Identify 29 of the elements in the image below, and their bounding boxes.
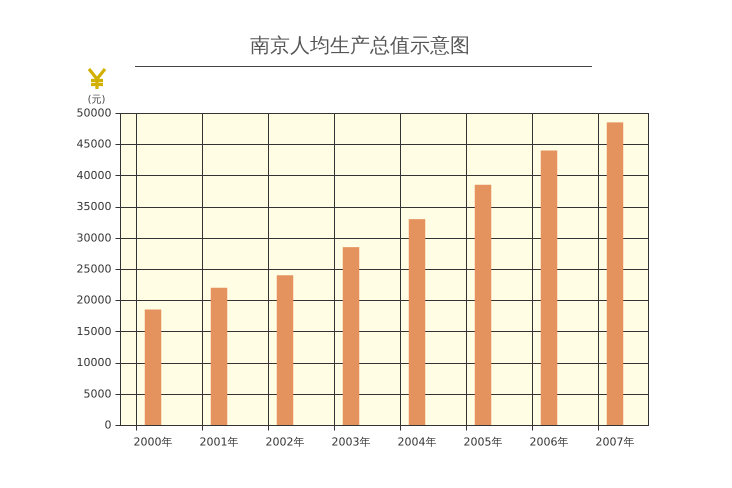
x-tick-label: 2001年 [200,436,238,448]
x-tick-label: 2004年 [398,436,436,448]
y-tick-label: 25000 [76,262,112,276]
x-tick-label: 2007年 [596,436,634,448]
bar [540,150,558,425]
bar [606,122,624,425]
x-tick-label: 2002年 [266,436,304,448]
y-tick-label: 15000 [76,324,112,338]
y-tick-label: 35000 [76,200,112,214]
bar [342,247,360,425]
y-tick-label: 10000 [76,356,112,370]
y-tick-label: 30000 [76,231,112,244]
bar [408,219,426,425]
y-tick-label: 5000 [84,387,112,400]
y-axis-title: (元) [88,94,106,106]
bar [210,288,228,425]
bar [474,184,492,425]
bar [144,310,162,425]
y-tick-label: 40000 [76,168,112,182]
x-tick-label: 2006年 [530,436,568,448]
x-tick-label: 2000年 [134,436,172,448]
y-tick-label: 20000 [76,294,112,307]
x-tick-label: 2003年 [332,436,370,448]
bar [276,275,294,425]
chart-title: 南京人均生产总值示意图 [250,33,470,57]
y-tick-label: 45000 [76,138,112,151]
x-tick-label: 2005年 [464,436,502,448]
y-tick-label: 50000 [76,106,112,120]
y-tick-label: 0 [104,418,112,432]
